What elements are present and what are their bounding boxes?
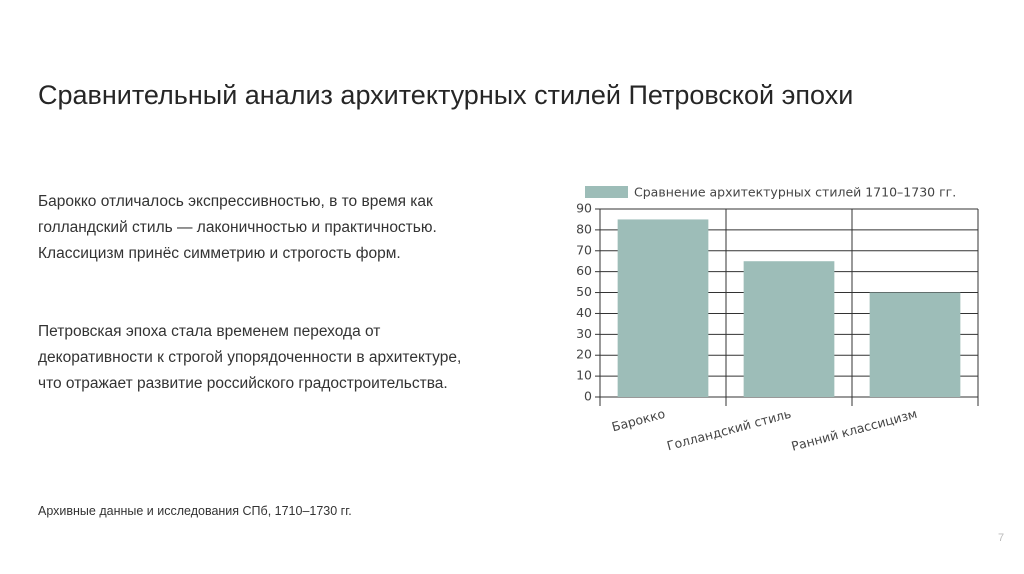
y-tick-label: 70 xyxy=(576,242,592,257)
x-tick-label: Барокко xyxy=(610,406,667,435)
bar xyxy=(743,261,835,397)
legend-swatch xyxy=(585,186,628,198)
y-tick-label: 20 xyxy=(576,347,592,362)
source-note: Архивные данные и исследования СПб, 1710… xyxy=(38,504,352,518)
y-tick-label: 0 xyxy=(584,389,592,404)
y-tick-label: 30 xyxy=(576,326,592,341)
paragraph: Петровская эпоха стала временем перехода… xyxy=(38,323,462,392)
y-tick-label: 50 xyxy=(576,284,592,299)
y-tick-label: 80 xyxy=(576,221,592,236)
x-tick-label: Голландский стиль xyxy=(665,406,793,454)
bar xyxy=(617,219,709,397)
y-tick-label: 10 xyxy=(576,368,592,383)
paragraph: Барокко отличалось экспрессивностью, в т… xyxy=(38,193,437,262)
legend-label: Сравнение архитектурных стилей 1710–1730… xyxy=(634,185,956,200)
y-tick-label: 40 xyxy=(576,305,592,320)
page-number: 7 xyxy=(998,532,1005,544)
x-tick-label: Ранний классицизм xyxy=(790,406,919,454)
bar xyxy=(869,292,961,397)
y-tick-label: 90 xyxy=(576,201,592,216)
slide-title: Сравнительный анализ архитектурных стиле… xyxy=(38,80,854,110)
y-tick-label: 60 xyxy=(576,263,592,278)
